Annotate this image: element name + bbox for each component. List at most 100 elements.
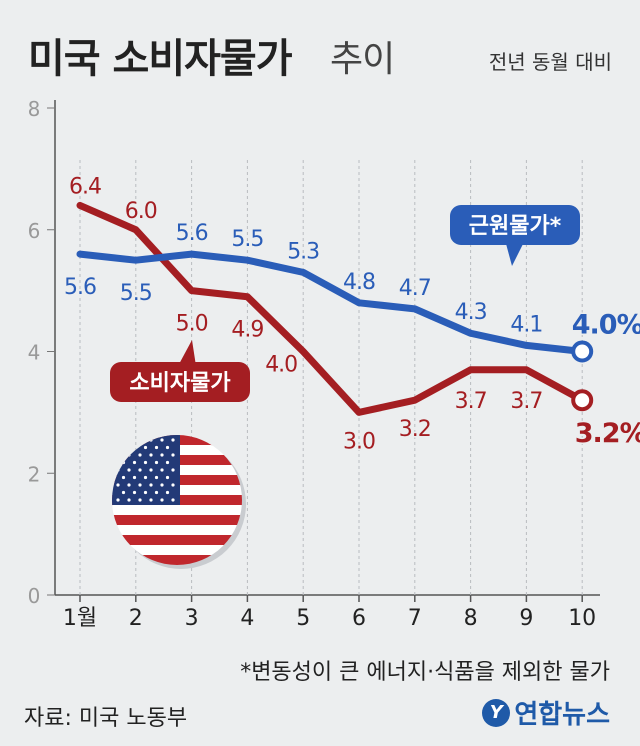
core-point xyxy=(411,305,418,312)
cpi-data-label: 4.9 xyxy=(231,318,263,343)
flag-stripe xyxy=(112,515,242,526)
flag-star xyxy=(171,468,175,472)
core-legend: 근원물가* xyxy=(450,205,580,266)
flag-star xyxy=(171,438,175,442)
cpi-point xyxy=(188,287,195,294)
x-tick-label: 6 xyxy=(352,606,366,631)
flag-star xyxy=(116,453,120,457)
core-point xyxy=(244,257,251,264)
flag-star xyxy=(116,468,120,472)
flag-star xyxy=(154,460,159,465)
flag-star xyxy=(132,475,137,480)
cpi-legend-tail xyxy=(178,340,196,366)
core-data-label: 5.5 xyxy=(231,227,263,252)
core-data-label: 5.3 xyxy=(287,239,319,264)
cpi-point xyxy=(356,409,362,416)
core-legend-label: 근원물가* xyxy=(469,214,562,239)
flag-star xyxy=(132,490,137,495)
x-tick-label: 4 xyxy=(240,606,254,631)
cpi-end-marker xyxy=(571,389,594,412)
flag-stripe xyxy=(112,535,242,546)
flag-star xyxy=(160,438,164,442)
x-tick-label: 5 xyxy=(296,606,310,631)
flag-star xyxy=(165,460,170,465)
flag-star xyxy=(154,490,159,495)
flag-star xyxy=(160,468,164,472)
flag-star xyxy=(127,468,131,472)
flag-star xyxy=(154,445,159,450)
x-tick-label: 3 xyxy=(185,606,199,631)
y-tick-label: 8 xyxy=(28,97,41,121)
flag-star xyxy=(127,438,131,442)
flag-star xyxy=(127,483,131,487)
flag-star xyxy=(171,498,175,502)
core-point xyxy=(523,342,530,349)
cpi-data-label: 6.0 xyxy=(125,199,157,224)
flag-star xyxy=(138,498,142,502)
cpi-point xyxy=(132,226,139,233)
flag-body xyxy=(112,435,242,565)
x-tick-label: 8 xyxy=(464,606,478,631)
series-lines xyxy=(76,201,594,416)
core-data-label: 4.3 xyxy=(455,300,487,325)
flag-star xyxy=(160,498,164,502)
x-tick-label: 10 xyxy=(568,606,596,631)
cpi-data-label: 5.0 xyxy=(176,312,208,337)
flag-star xyxy=(138,453,142,457)
series-callouts: 근원물가* 소비자물가 xyxy=(110,205,580,402)
flag-star xyxy=(121,460,126,465)
flag-star xyxy=(143,475,148,480)
flag-stripe xyxy=(112,545,242,556)
flag-star xyxy=(121,490,126,495)
brand-logo: Y 연합뉴스 xyxy=(482,694,610,731)
x-tick-label: 2 xyxy=(129,606,143,631)
core-data-label: 4.0% xyxy=(572,310,640,341)
flag-star xyxy=(121,475,126,480)
core-data-label: 5.6 xyxy=(64,275,96,300)
flag-star xyxy=(154,475,159,480)
chart-title: 미국 소비자물가 xyxy=(28,36,293,82)
y-tick-label: 4 xyxy=(28,341,41,365)
cpi-legend-box xyxy=(110,362,250,402)
flag-star xyxy=(127,453,131,457)
y-tick-label: 6 xyxy=(28,219,41,243)
cpi-data-label: 4.0 xyxy=(265,353,297,378)
core-legend-tail xyxy=(505,240,525,266)
flag-canton xyxy=(112,435,180,505)
core-point xyxy=(467,330,474,337)
flag-star xyxy=(149,498,153,502)
core-data-label: 5.6 xyxy=(176,221,208,246)
cpi-data-label: 6.4 xyxy=(69,174,101,199)
core-data-label: 4.8 xyxy=(343,270,375,295)
core-point xyxy=(132,257,139,264)
flag-star xyxy=(149,453,153,457)
cpi-point xyxy=(244,293,251,300)
core-point xyxy=(356,299,362,306)
flag-star xyxy=(149,483,153,487)
cpi-legend-label: 소비자물가 xyxy=(129,371,230,396)
chart-title-suffix: 추이 xyxy=(330,39,395,80)
cpi-data-label: 3.2% xyxy=(575,418,640,449)
source-note: 자료: 미국 노동부 xyxy=(24,706,188,731)
flag-stripe xyxy=(112,525,242,536)
core-data-label: 4.1 xyxy=(510,312,542,337)
cpi-point xyxy=(467,366,474,373)
cpi-point xyxy=(523,366,530,373)
flag-star xyxy=(143,460,148,465)
core-point xyxy=(188,251,195,258)
cpi-point xyxy=(77,202,83,209)
x-tick-label: 7 xyxy=(408,606,422,631)
cpi-data-label: 3.2 xyxy=(399,417,431,442)
footnote: *변동성이 큰 에너지·식품을 제외한 물가 xyxy=(240,660,610,685)
flag-star xyxy=(165,445,170,450)
flag-star xyxy=(116,483,120,487)
y-tick-label: 0 xyxy=(28,584,41,608)
flag-star xyxy=(116,438,120,442)
flag-star xyxy=(165,475,170,480)
us-flag-icon xyxy=(112,435,246,569)
core-point xyxy=(77,251,83,258)
core-point xyxy=(300,269,307,276)
flag-star xyxy=(149,438,153,442)
cpi-data-label: 3.7 xyxy=(455,389,487,414)
